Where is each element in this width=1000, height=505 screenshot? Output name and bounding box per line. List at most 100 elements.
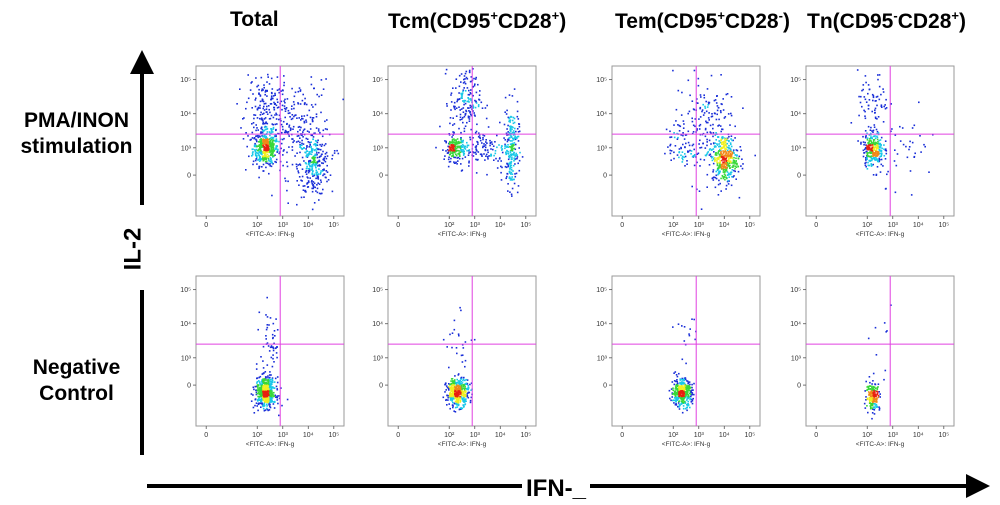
- y-tick-label: 10⁵: [790, 77, 801, 84]
- panel-frame: [611, 65, 761, 217]
- event-point: [276, 113, 278, 116]
- event-point: [691, 117, 693, 120]
- event-point: [863, 143, 865, 146]
- event-point: [452, 393, 455, 396]
- event-point: [683, 382, 686, 385]
- event-point: [262, 100, 265, 103]
- event-point: [260, 399, 263, 402]
- event-point: [453, 138, 455, 140]
- event-point: [509, 129, 512, 132]
- y-tick-label: 10³: [181, 145, 192, 152]
- event-point: [680, 388, 682, 391]
- event-point: [447, 151, 450, 154]
- event-point: [263, 143, 265, 146]
- event-point: [276, 101, 279, 103]
- event-point: [465, 400, 467, 402]
- event-point: [470, 76, 473, 78]
- event-point: [245, 107, 247, 110]
- column-title-text: ): [559, 10, 567, 33]
- x-axis-caption: <FITC-A>: IFN-g: [662, 231, 711, 238]
- event-point: [680, 147, 682, 150]
- event-point: [867, 411, 869, 414]
- event-point: [262, 391, 265, 394]
- event-point: [272, 138, 274, 140]
- event-point: [672, 389, 674, 391]
- event-point: [273, 101, 275, 104]
- event-point: [276, 123, 278, 125]
- event-point: [712, 179, 715, 181]
- event-point: [311, 187, 313, 190]
- event-point: [459, 408, 461, 410]
- event-point: [303, 121, 306, 124]
- event-point: [260, 139, 262, 141]
- event-point: [337, 152, 340, 155]
- row-label-line: stimulation: [20, 135, 133, 158]
- event-point: [508, 117, 510, 120]
- event-point: [258, 381, 261, 383]
- x-tick-label: 0: [814, 432, 818, 439]
- event-point: [265, 392, 267, 394]
- event-point: [267, 140, 269, 143]
- event-point: [459, 390, 461, 392]
- event-point: [472, 94, 474, 97]
- event-point: [871, 387, 874, 389]
- event-point: [259, 159, 262, 162]
- x-tick-label: 10⁵: [744, 432, 755, 439]
- event-point: [683, 384, 686, 386]
- event-point: [462, 347, 465, 349]
- event-point: [513, 130, 515, 132]
- event-point: [296, 152, 298, 154]
- event-point: [258, 135, 261, 137]
- event-point: [731, 139, 733, 142]
- event-point: [270, 385, 272, 388]
- event-point: [303, 128, 306, 130]
- event-point: [878, 409, 881, 411]
- event-point: [452, 388, 455, 390]
- event-point: [678, 406, 681, 408]
- event-point: [265, 155, 267, 158]
- event-point: [474, 83, 476, 85]
- event-point: [730, 184, 733, 187]
- event-point: [462, 116, 464, 119]
- event-point: [281, 108, 283, 111]
- event-point: [681, 390, 683, 392]
- event-point: [698, 128, 701, 130]
- event-point: [464, 102, 467, 105]
- event-point: [262, 123, 265, 125]
- event-point: [320, 170, 322, 172]
- event-point: [263, 103, 266, 105]
- event-point: [873, 409, 876, 411]
- event-point: [871, 407, 874, 409]
- event-point: [721, 156, 723, 159]
- event-point: [316, 184, 318, 186]
- event-point: [256, 389, 259, 391]
- event-point: [684, 155, 687, 158]
- event-point: [259, 132, 262, 135]
- event-point: [472, 155, 475, 157]
- event-point: [494, 141, 496, 143]
- event-point: [865, 135, 867, 137]
- event-point: [296, 135, 299, 137]
- event-point: [464, 387, 466, 390]
- event-point: [665, 128, 668, 131]
- event-point: [683, 395, 685, 397]
- column-title-tn: Tn(CD95-CD28+): [807, 8, 966, 34]
- event-point: [456, 392, 458, 395]
- event-point: [305, 170, 308, 172]
- event-point: [292, 128, 294, 130]
- event-point: [256, 108, 259, 110]
- event-point: [672, 399, 674, 402]
- event-point: [467, 384, 469, 387]
- event-point: [732, 149, 735, 151]
- event-point: [688, 389, 691, 391]
- event-point: [518, 125, 521, 128]
- event-point: [310, 76, 313, 78]
- event-point: [278, 88, 280, 91]
- x-tick-label: 10³: [888, 432, 899, 439]
- event-point: [870, 149, 873, 151]
- event-point: [264, 382, 267, 385]
- event-point: [742, 107, 744, 109]
- event-point: [706, 131, 709, 134]
- event-point: [867, 148, 869, 151]
